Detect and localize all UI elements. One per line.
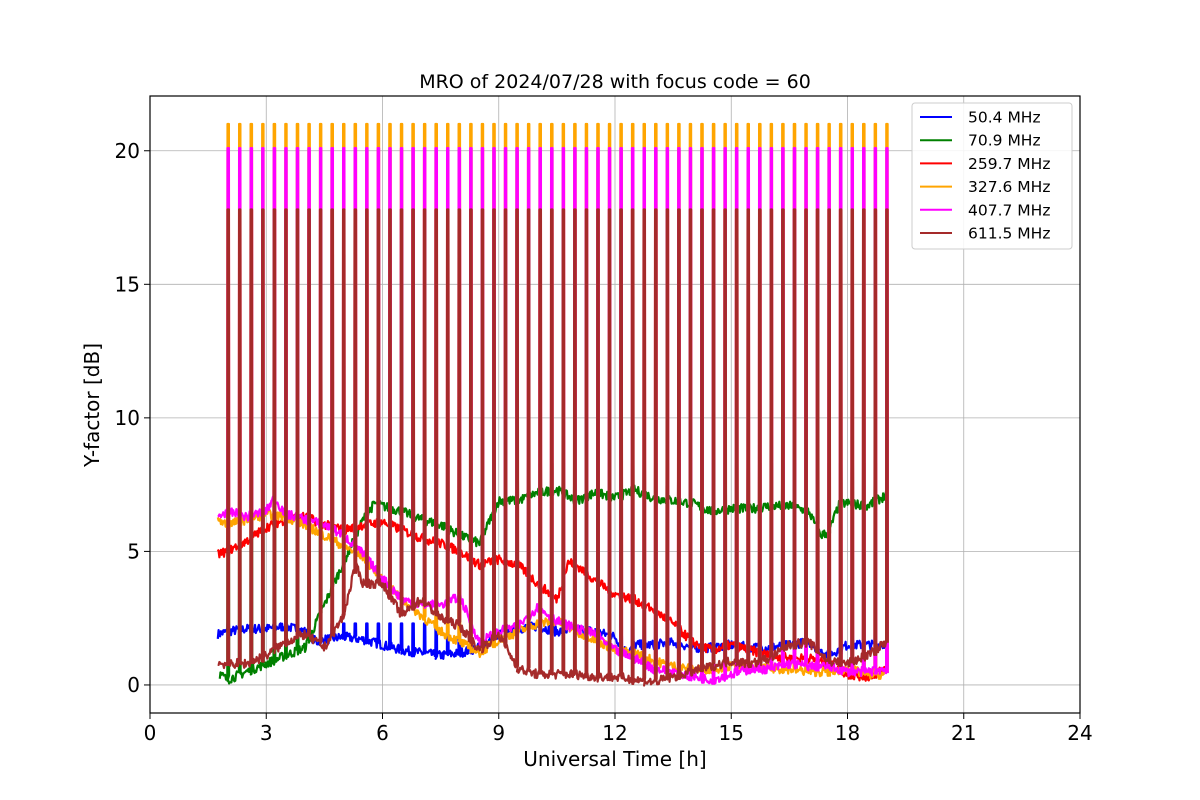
y-tick-label: 20 — [115, 139, 140, 163]
legend-label: 259.7 MHz — [968, 155, 1050, 173]
y-tick-label: 15 — [115, 272, 140, 296]
y-tick-label: 10 — [115, 406, 140, 430]
legend-label: 70.9 MHz — [968, 132, 1041, 150]
y-tick-label: 5 — [127, 539, 140, 563]
tick-layer: 0 3 6 9 12 15 18 21 24 0 5 10 15 20 — [115, 139, 1093, 745]
y-tick-label: 0 — [127, 673, 140, 697]
legend-label: 50.4 MHz — [968, 109, 1041, 127]
y-axis-label: Y-factor [dB] — [80, 343, 104, 468]
x-tick-label: 6 — [376, 721, 389, 745]
x-tick-label: 9 — [492, 721, 505, 745]
x-tick-label: 15 — [719, 721, 744, 745]
x-tick-label: 24 — [1067, 721, 1092, 745]
x-tick-label: 12 — [602, 721, 627, 745]
x-axis-label: Universal Time [h] — [523, 747, 706, 771]
legend-label: 407.7 MHz — [968, 201, 1050, 219]
series-line — [217, 208, 889, 687]
legend-label: 327.6 MHz — [968, 178, 1050, 196]
chart-title: MRO of 2024/07/28 with focus code = 60 — [419, 71, 811, 93]
x-tick-label: 0 — [144, 721, 157, 745]
x-tick-label: 21 — [951, 721, 976, 745]
x-tick-label: 3 — [260, 721, 273, 745]
legend: 50.4 MHz 70.9 MHz 259.7 MHz 327.6 MHz 40… — [911, 102, 1073, 250]
plot-area — [216, 122, 889, 687]
x-tick-label: 18 — [835, 721, 860, 745]
legend-label: 611.5 MHz — [968, 225, 1050, 243]
